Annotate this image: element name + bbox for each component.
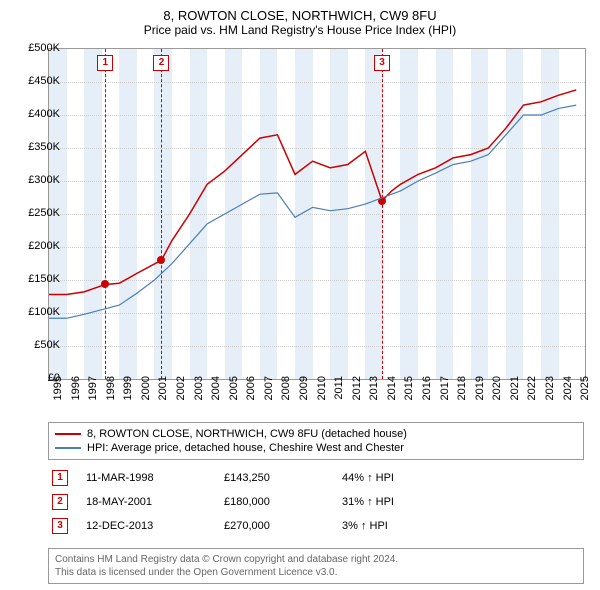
x-axis-label: 2008	[280, 376, 292, 416]
sale-price: £143,250	[224, 472, 324, 484]
x-axis-label: 2022	[526, 376, 538, 416]
page-title: 8, ROWTON CLOSE, NORTHWICH, CW9 8FU	[0, 0, 600, 23]
chart-plot-area: 123	[48, 48, 586, 380]
x-axis-label: 1996	[70, 376, 82, 416]
sale-date: 11-MAR-1998	[86, 472, 206, 484]
x-axis-label: 2023	[544, 376, 556, 416]
sale-row-marker: 2	[52, 494, 68, 510]
page-subtitle: Price paid vs. HM Land Registry's House …	[0, 23, 600, 43]
sale-diff: 31% ↑ HPI	[342, 496, 442, 508]
sale-price: £270,000	[224, 520, 324, 532]
x-axis-label: 2001	[157, 376, 169, 416]
y-axis-label: £350K	[14, 141, 60, 153]
y-axis-label: £250K	[14, 207, 60, 219]
x-axis-label: 2024	[562, 376, 574, 416]
x-axis-label: 2006	[245, 376, 257, 416]
x-axis-label: 2009	[298, 376, 310, 416]
x-axis-label: 2002	[175, 376, 187, 416]
chart-lines	[49, 49, 585, 379]
series-property	[49, 90, 576, 295]
legend-label: 8, ROWTON CLOSE, NORTHWICH, CW9 8FU (det…	[87, 428, 407, 440]
legend-item: HPI: Average price, detached house, Ches…	[55, 441, 577, 455]
x-axis-label: 2020	[491, 376, 503, 416]
x-axis-label: 2012	[351, 376, 363, 416]
x-axis-label: 2007	[263, 376, 275, 416]
x-axis-label: 2021	[509, 376, 521, 416]
y-axis-label: £150K	[14, 273, 60, 285]
x-axis-label: 2016	[421, 376, 433, 416]
sales-table: 1 11-MAR-1998 £143,250 44% ↑ HPI 2 18-MAY-200…	[48, 466, 584, 538]
legend-box: 8, ROWTON CLOSE, NORTHWICH, CW9 8FU (det…	[48, 422, 584, 460]
sale-row: 2 18-MAY-2001 £180,000 31% ↑ HPI	[48, 490, 584, 514]
footer-line-1: Contains HM Land Registry data © Crown c…	[55, 553, 577, 566]
x-axis-label: 2017	[439, 376, 451, 416]
x-axis-label: 2000	[140, 376, 152, 416]
y-axis-label: £300K	[14, 174, 60, 186]
footer-line-2: This data is licensed under the Open Gov…	[55, 566, 577, 579]
legend-swatch	[55, 433, 81, 435]
x-axis-label: 1997	[87, 376, 99, 416]
y-axis-label: £400K	[14, 108, 60, 120]
x-axis-label: 2015	[403, 376, 415, 416]
x-axis-label: 2014	[386, 376, 398, 416]
sale-diff: 44% ↑ HPI	[342, 472, 442, 484]
y-axis-label: £450K	[14, 75, 60, 87]
sale-date: 18-MAY-2001	[86, 496, 206, 508]
y-axis-label: £50K	[14, 339, 60, 351]
x-axis-label: 2025	[579, 376, 591, 416]
x-axis-label: 2004	[210, 376, 222, 416]
sale-row: 3 12-DEC-2013 £270,000 3% ↑ HPI	[48, 514, 584, 538]
x-axis-label: 2018	[456, 376, 468, 416]
y-axis-label: £200K	[14, 240, 60, 252]
x-axis-label: 1999	[122, 376, 134, 416]
x-axis-label: 2005	[228, 376, 240, 416]
x-axis-label: 2011	[333, 376, 345, 416]
sale-row-marker: 1	[52, 470, 68, 486]
legend-item: 8, ROWTON CLOSE, NORTHWICH, CW9 8FU (det…	[55, 427, 577, 441]
sale-diff: 3% ↑ HPI	[342, 520, 442, 532]
y-axis-label: £500K	[14, 42, 60, 54]
sale-price: £180,000	[224, 496, 324, 508]
sale-date: 12-DEC-2013	[86, 520, 206, 532]
x-axis-label: 2003	[193, 376, 205, 416]
x-axis-label: 2013	[368, 376, 380, 416]
x-axis-label: 2010	[316, 376, 328, 416]
sale-row: 1 11-MAR-1998 £143,250 44% ↑ HPI	[48, 466, 584, 490]
legend-swatch	[55, 447, 81, 449]
sale-row-marker: 3	[52, 518, 68, 534]
footer-box: Contains HM Land Registry data © Crown c…	[48, 548, 584, 584]
x-axis-label: 2019	[474, 376, 486, 416]
legend-label: HPI: Average price, detached house, Ches…	[87, 442, 404, 454]
y-axis-label: £100K	[14, 306, 60, 318]
x-axis-label: 1998	[105, 376, 117, 416]
x-axis-label: 1995	[52, 376, 64, 416]
